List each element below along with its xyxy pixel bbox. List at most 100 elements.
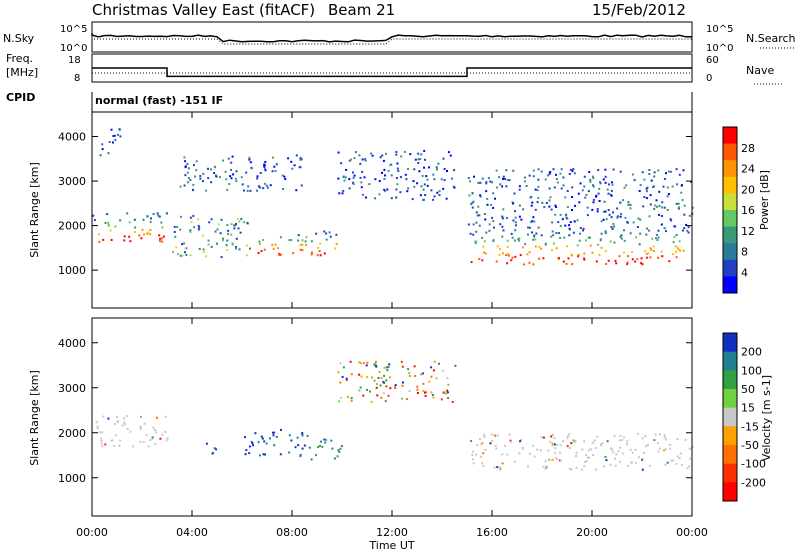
scatter-cell bbox=[101, 148, 104, 151]
scatter-cell bbox=[494, 434, 497, 437]
scatter-cell bbox=[275, 436, 278, 438]
scatter-cell bbox=[537, 178, 540, 181]
scatter-cell bbox=[247, 185, 250, 188]
scatter-cell bbox=[555, 206, 558, 208]
y-tick-label: 1000 bbox=[58, 264, 86, 277]
scatter-cell bbox=[532, 169, 535, 172]
scatter-cell bbox=[147, 445, 150, 448]
scatter-cell bbox=[361, 158, 364, 161]
scatter-cell bbox=[645, 190, 648, 193]
scatter-cell bbox=[99, 431, 101, 434]
scatter-cell bbox=[647, 252, 650, 255]
noise-tick-right-high: 10^5 bbox=[706, 24, 733, 35]
scatter-cell bbox=[490, 433, 493, 436]
scatter-cell bbox=[669, 447, 672, 450]
scatter-cell bbox=[110, 239, 113, 241]
scatter-cell bbox=[383, 382, 386, 384]
scatter-cell bbox=[266, 186, 269, 189]
scatter-cell bbox=[202, 248, 205, 251]
scatter-cell bbox=[676, 246, 679, 249]
scatter-cell bbox=[395, 177, 398, 179]
scatter-cell bbox=[404, 173, 407, 176]
scatter-cell bbox=[417, 162, 420, 164]
scatter-cell bbox=[430, 189, 433, 192]
scatter-cell bbox=[221, 239, 224, 242]
scatter-cell bbox=[587, 456, 590, 459]
scatter-cell bbox=[138, 234, 141, 237]
freq-label-bottom: [MHz] bbox=[6, 66, 38, 79]
scatter-cell bbox=[387, 169, 390, 172]
scatter-cell bbox=[600, 232, 603, 235]
scatter-cell bbox=[610, 189, 613, 192]
scatter-cell bbox=[623, 251, 625, 254]
scatter-cell bbox=[662, 185, 665, 188]
scatter-cell bbox=[687, 226, 690, 229]
scatter-cell bbox=[164, 430, 167, 433]
scatter-cell bbox=[363, 176, 366, 179]
scatter-cell bbox=[98, 240, 101, 243]
scatter-cell bbox=[308, 446, 311, 449]
scatter-cell bbox=[341, 192, 344, 195]
scatter-cell bbox=[272, 431, 274, 434]
colorbar-tick: 20 bbox=[741, 183, 755, 196]
scatter-cell bbox=[578, 201, 581, 204]
scatter-cell bbox=[583, 185, 586, 188]
scatter-cell bbox=[337, 449, 340, 452]
colorbar-tick: 28 bbox=[741, 142, 755, 155]
scatter-cell bbox=[568, 234, 571, 237]
scatter-cell bbox=[576, 244, 579, 247]
scatter-cell bbox=[319, 254, 322, 257]
scatter-cell bbox=[238, 220, 241, 223]
scatter-cell bbox=[447, 383, 450, 386]
velocity-ylabel: Slant Range [km] bbox=[28, 370, 41, 466]
scatter-cell bbox=[585, 454, 588, 457]
scatter-cell bbox=[531, 231, 533, 234]
scatter-cell bbox=[655, 237, 657, 240]
colorbar-tick: 200 bbox=[741, 346, 762, 359]
scatter-cell bbox=[641, 458, 644, 461]
scatter-cell bbox=[637, 217, 640, 220]
scatter-cell bbox=[599, 239, 602, 242]
scatter-cell bbox=[333, 457, 336, 460]
scatter-cell bbox=[680, 464, 683, 466]
scatter-cell bbox=[213, 172, 215, 174]
power-y-ticks: 1000 2000 3000 4000 bbox=[58, 131, 692, 277]
scatter-cell bbox=[147, 231, 150, 234]
scatter-cell bbox=[104, 443, 107, 446]
scatter-cell bbox=[366, 388, 368, 391]
scatter-cell bbox=[341, 375, 344, 378]
scatter-cell bbox=[378, 180, 381, 182]
scatter-cell bbox=[192, 188, 194, 191]
scatter-cell bbox=[648, 173, 651, 175]
x-tick-label: 04:00 bbox=[176, 526, 208, 539]
scatter-cell bbox=[592, 175, 594, 178]
scatter-cell bbox=[568, 173, 571, 175]
scatter-cell bbox=[259, 454, 261, 457]
x-axis-label: Time UT bbox=[368, 539, 414, 552]
scatter-cell bbox=[374, 197, 377, 200]
scatter-cell bbox=[518, 204, 521, 207]
scatter-cell bbox=[184, 174, 187, 177]
scatter-cell bbox=[194, 175, 197, 178]
scatter-cell bbox=[344, 176, 347, 179]
scatter-cell bbox=[533, 235, 535, 238]
scatter-cell bbox=[675, 256, 678, 259]
scatter-cell bbox=[667, 170, 670, 173]
scatter-cell bbox=[646, 444, 649, 447]
scatter-cell bbox=[336, 455, 339, 458]
scatter-cell bbox=[597, 169, 600, 171]
scatter-cell bbox=[640, 262, 643, 265]
scatter-cell bbox=[394, 384, 397, 387]
scatter-cell bbox=[582, 229, 584, 232]
scatter-cell bbox=[143, 422, 146, 425]
scatter-cell bbox=[374, 178, 377, 181]
scatter-cell bbox=[384, 174, 387, 177]
scatter-cell bbox=[195, 169, 198, 172]
scatter-cell bbox=[572, 439, 575, 442]
scatter-cell bbox=[430, 375, 433, 378]
scatter-cell bbox=[587, 236, 590, 239]
scatter-cell bbox=[315, 454, 318, 457]
scatter-cell bbox=[183, 242, 185, 245]
scatter-cell bbox=[587, 449, 590, 452]
scatter-cell bbox=[281, 174, 284, 177]
